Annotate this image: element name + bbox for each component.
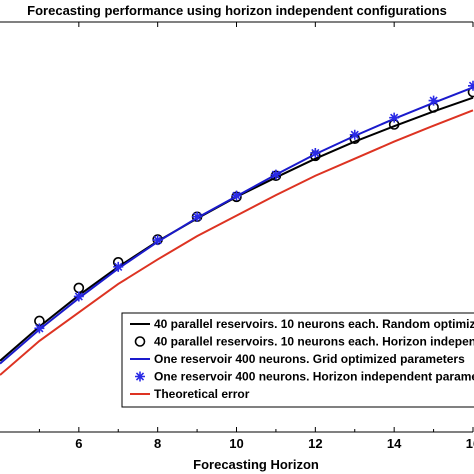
x-tick-label: 14 xyxy=(387,436,402,451)
series-4 xyxy=(34,80,474,334)
data-point-star xyxy=(231,190,242,201)
data-point-star xyxy=(192,211,203,222)
x-tick-label: 12 xyxy=(308,436,322,451)
axes-layer: 6 8 10 12 14 16 xyxy=(0,21,474,451)
legend-entry: 40 parallel reservoirs. 10 neurons each.… xyxy=(130,317,474,331)
x-tick-label: 6 xyxy=(75,436,82,451)
data-point-star xyxy=(34,323,45,334)
legend-label: 40 parallel reservoirs. 10 neurons each.… xyxy=(154,317,474,331)
series-line xyxy=(0,109,474,376)
series-5 xyxy=(0,109,474,376)
x-tick-label: 16 xyxy=(466,436,474,451)
data-point-star xyxy=(310,147,321,158)
legend-box xyxy=(121,312,474,408)
legend-star-swatch xyxy=(135,371,145,382)
data-point-star xyxy=(270,169,281,180)
legend-entry: One reservoir 400 neurons. Horizon indep… xyxy=(135,370,474,384)
legend-entry: 40 parallel reservoirs. 10 neurons each.… xyxy=(134,335,474,349)
legend-label: 40 parallel reservoirs. 10 neurons each.… xyxy=(154,335,474,349)
data-point-star xyxy=(113,261,124,272)
legend-label: One reservoir 400 neurons. Horizon indep… xyxy=(154,370,474,384)
x-tick-label: 8 xyxy=(154,436,161,451)
x-tick-label: 10 xyxy=(229,436,243,451)
legend-label: Theoretical error xyxy=(154,387,250,401)
legend: 40 parallel reservoirs. 10 neurons each.… xyxy=(121,312,474,408)
legend-circle-swatch xyxy=(134,336,146,347)
data-point-star xyxy=(152,235,163,246)
data-point-star xyxy=(349,129,360,140)
legend-entry: Theoretical error xyxy=(130,387,250,401)
series-layer xyxy=(0,80,474,376)
x-axis-label: Forecasting Horizon xyxy=(193,457,319,472)
chart-title: Forecasting performance using horizon in… xyxy=(27,3,447,18)
data-point-star xyxy=(468,80,474,91)
legend-label: One reservoir 400 neurons. Grid optimize… xyxy=(154,352,465,366)
legend-entry: One reservoir 400 neurons. Grid optimize… xyxy=(130,352,465,366)
data-point-star xyxy=(73,291,84,302)
data-point-star xyxy=(389,112,400,123)
data-point-star xyxy=(428,95,439,106)
